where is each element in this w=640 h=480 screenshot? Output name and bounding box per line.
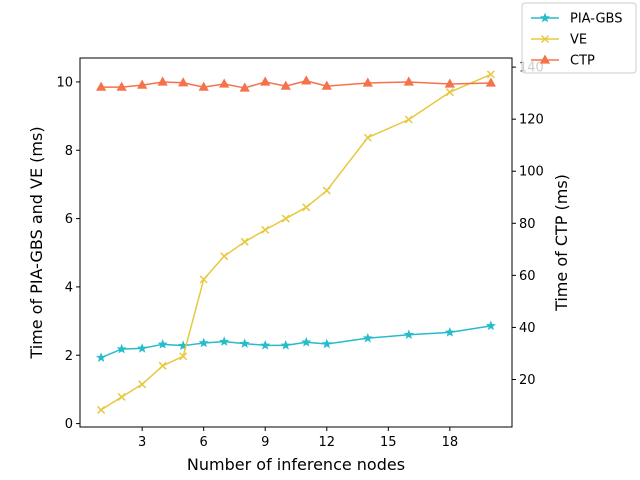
data-point-ve	[363, 133, 372, 142]
data-point-ctp	[301, 75, 312, 85]
data-point-ve	[117, 392, 126, 401]
legend-item-ve: VE	[531, 33, 587, 48]
series-ve	[97, 70, 495, 414]
y-left-tick-label: 4	[65, 280, 73, 295]
legend-marker-ve	[540, 34, 550, 44]
data-point-ctp	[444, 78, 455, 88]
data-point-ctp	[219, 78, 230, 88]
y-right-tick-label: 120	[519, 113, 544, 128]
x-tick-label: 12	[318, 435, 335, 450]
data-point-pia-gbs	[219, 336, 230, 346]
data-point-pia-gbs	[96, 352, 107, 362]
series-line-ctp	[101, 80, 491, 89]
data-point-pia-gbs	[280, 340, 291, 350]
x-tick-label: 15	[380, 435, 397, 450]
data-point-ctp	[485, 77, 496, 87]
data-point-ve	[240, 237, 249, 246]
data-point-ve	[302, 203, 311, 212]
y-left-tick-label: 2	[65, 349, 73, 364]
y-left-tick-label: 0	[65, 417, 73, 432]
data-point-ctp	[403, 76, 414, 86]
data-point-pia-gbs	[260, 340, 271, 350]
data-point-pia-gbs	[362, 332, 373, 343]
y-right-tick-label: 100	[519, 165, 544, 180]
legend-box	[521, 2, 637, 74]
data-point-pia-gbs	[301, 336, 312, 347]
data-point-ve	[445, 88, 454, 97]
data-point-ctp	[239, 82, 250, 92]
data-point-ve	[199, 275, 208, 284]
x-tick-label: 18	[442, 435, 459, 450]
legend-item-ctp: CTP	[531, 54, 595, 69]
data-point-ctp	[280, 80, 291, 90]
legend-label-ctp: CTP	[570, 54, 595, 69]
data-point-pia-gbs	[239, 338, 250, 348]
series-line-pia-gbs	[100, 325, 491, 359]
data-point-ve	[138, 380, 147, 389]
data-point-ctp	[137, 79, 148, 89]
data-point-pia-gbs	[198, 337, 209, 348]
data-point-ve	[220, 252, 229, 261]
y-right-tick-label: 60	[519, 269, 536, 284]
data-point-ve	[486, 70, 495, 79]
y-axis-label-right: Time of CTP (ms)	[552, 174, 571, 312]
data-point-ctp	[96, 81, 107, 91]
data-point-ve	[158, 361, 167, 370]
data-point-pia-gbs	[157, 339, 168, 349]
data-point-ctp	[362, 77, 373, 87]
data-point-ve	[97, 405, 106, 414]
data-point-pia-gbs	[116, 343, 127, 354]
y-right-tick-label: 40	[519, 321, 536, 336]
series-pia-gbs	[96, 320, 496, 362]
data-point-ve	[404, 115, 413, 124]
x-tick-label: 6	[200, 435, 208, 450]
data-point-pia-gbs	[444, 327, 455, 337]
data-point-ve	[261, 225, 270, 234]
y-left-tick-label: 6	[65, 212, 73, 227]
legend-label-ve: VE	[570, 33, 587, 48]
y-right-tick-label: 20	[519, 373, 536, 388]
legend: PIA-GBS VE CTP	[521, 2, 637, 74]
legend-marker-ctp	[539, 54, 551, 64]
data-point-ctp	[321, 80, 332, 90]
data-point-ctp	[260, 76, 271, 86]
data-point-ctp	[178, 77, 189, 87]
data-point-ctp	[198, 81, 209, 91]
legend-label-pia-gbs: PIA-GBS	[570, 12, 622, 27]
legend-item-pia-gbs: PIA-GBS	[531, 12, 622, 27]
y-axis-label-left: Time of PIA-GBS and VE (ms)	[27, 126, 46, 359]
data-point-ctp	[116, 81, 127, 91]
data-point-ve	[322, 186, 331, 195]
data-point-ve	[179, 352, 188, 361]
data-point-ve	[281, 214, 290, 223]
y-right-tick-label: 80	[519, 217, 536, 232]
data-point-pia-gbs	[321, 338, 332, 349]
series-line-ve	[100, 73, 492, 411]
data-point-ctp	[157, 76, 168, 86]
data-point-pia-gbs	[403, 329, 414, 340]
data-point-pia-gbs	[485, 320, 496, 331]
x-tick-label: 3	[138, 435, 146, 450]
series-ctp	[96, 75, 496, 92]
legend-marker-pia-gbs	[539, 12, 551, 23]
y-left-tick-label: 8	[65, 144, 73, 159]
x-axis-label: Number of inference nodes	[187, 455, 405, 474]
y-left-tick-label: 10	[56, 75, 73, 90]
x-tick-label: 9	[261, 435, 269, 450]
data-point-pia-gbs	[137, 343, 148, 353]
plot-frame	[79, 57, 513, 428]
plot-lines	[96, 70, 496, 414]
